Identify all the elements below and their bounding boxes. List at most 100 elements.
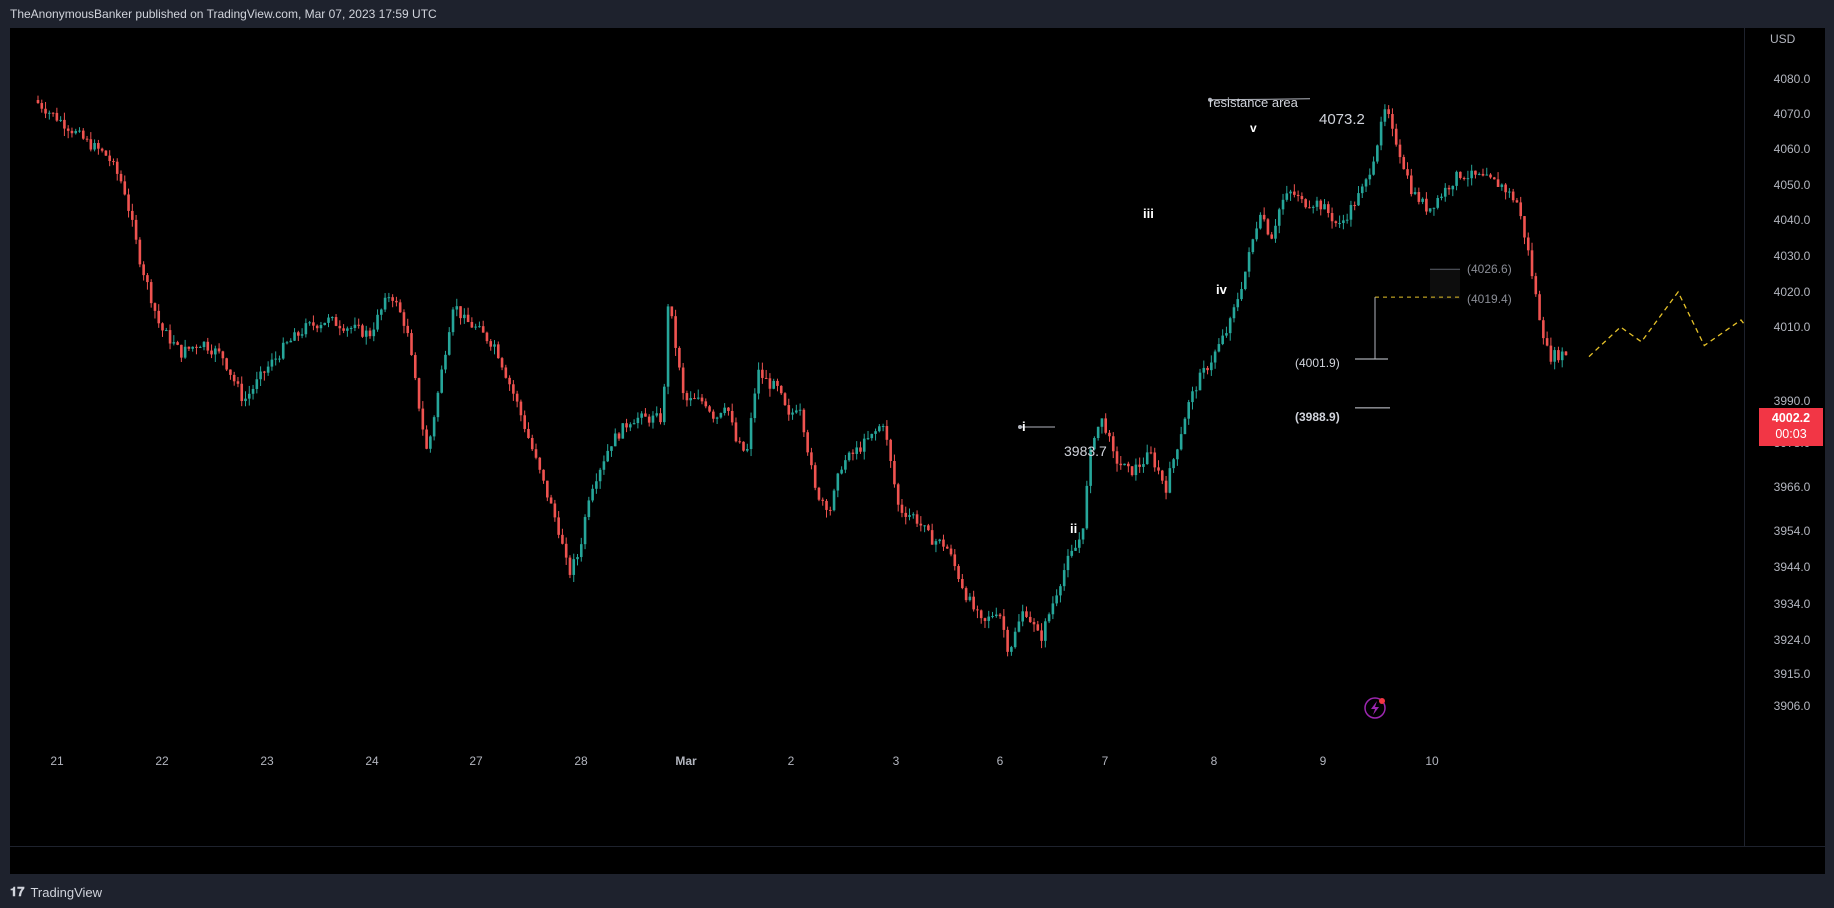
tradingview-logo-icon: 𝟏𝟕 (10, 885, 25, 900)
wave-iii-label: iii (1143, 206, 1154, 221)
candle-body (908, 515, 911, 517)
candle-body (1398, 144, 1402, 158)
time-axis-ticks[interactable]: 21 22 23 24 27 28 Mar 2 3 6 7 8 9 10 (50, 754, 1439, 768)
candle-body (55, 112, 59, 121)
candle-body (206, 341, 210, 351)
candle-body (40, 103, 44, 109)
candle-body (285, 342, 289, 344)
candle-body (270, 359, 274, 367)
candle-body (632, 423, 636, 425)
candle-body (1334, 221, 1338, 224)
candle-body (1044, 621, 1047, 641)
candle-body (221, 351, 225, 359)
candle-body (934, 541, 938, 545)
candle-body (753, 393, 757, 419)
resistance-value-label: 4073.2 (1319, 111, 1365, 128)
candle-body (1387, 109, 1390, 114)
candle-body (1443, 187, 1447, 197)
candle-body (1300, 196, 1304, 200)
time-tick-label: 10 (1425, 754, 1439, 768)
candle-body (466, 314, 470, 323)
candle-body (1123, 463, 1126, 466)
time-tick-label: 22 (155, 754, 169, 768)
candle-body (1526, 237, 1530, 251)
candle-body (1119, 463, 1123, 466)
candle-body (338, 325, 342, 329)
candle-body (806, 432, 809, 453)
candle-body (330, 317, 334, 319)
candle-body (972, 596, 975, 610)
candle-body (874, 431, 877, 434)
candle-body (613, 433, 617, 447)
candle-body (36, 100, 40, 104)
price-chart[interactable]: USD 4080.0 4070.0 4060.0 4050.0 4040.0 4030.0… (10, 28, 1825, 874)
candle-body (236, 381, 240, 384)
candle-body (406, 325, 410, 334)
chart-frame[interactable]: USD 4080.0 4070.0 4060.0 4050.0 4040.0 4030.0… (10, 28, 1825, 874)
candle-body (1266, 219, 1270, 235)
candle-body (142, 264, 145, 276)
candle-body (515, 393, 519, 402)
support-level-label: (3988.9) (1295, 410, 1340, 424)
candle-body (1523, 216, 1526, 238)
candle-body (810, 452, 813, 466)
candle-body (1436, 198, 1440, 208)
candle-body (508, 377, 511, 385)
candle-body (51, 112, 55, 114)
candle-body (915, 514, 919, 524)
candle-body (1277, 209, 1281, 226)
candle-body (1217, 344, 1221, 352)
candle-body (1104, 418, 1108, 433)
candle-body (1549, 345, 1553, 362)
price-tick-label: 4040.0 (1774, 213, 1811, 227)
candle-body (232, 374, 236, 382)
candle-body (1134, 464, 1138, 476)
price-axis-panel[interactable] (1745, 28, 1825, 874)
brand-name: TradingView (30, 885, 103, 900)
candle-body (904, 512, 908, 517)
candle-body (708, 406, 711, 412)
candle-body (976, 609, 979, 611)
candle-body (1538, 294, 1541, 321)
candle-body (398, 302, 402, 313)
lightning-icon[interactable] (1364, 697, 1386, 719)
candle-body (712, 411, 715, 419)
candle-body (983, 618, 987, 621)
candle-body (164, 330, 168, 332)
candle-body (1002, 616, 1006, 630)
candle-body (1225, 333, 1228, 336)
candle-body (866, 438, 870, 440)
candle-body (998, 614, 1002, 617)
time-tick-label: 2 (788, 754, 795, 768)
candle-body (1485, 174, 1489, 176)
candle-body (334, 317, 338, 326)
candle-body (138, 239, 142, 265)
price-tick-label: 4060.0 (1774, 142, 1811, 156)
candle-body (549, 497, 553, 504)
candle-body (191, 346, 194, 349)
candle-body (368, 330, 372, 337)
price-tick-label: 4010.0 (1774, 320, 1811, 334)
candle-body (1357, 193, 1360, 206)
candle-body (1062, 570, 1066, 587)
candle-body (1311, 206, 1315, 208)
candle-body (1293, 191, 1296, 195)
chart-background (10, 28, 1825, 874)
candle-body (78, 130, 81, 132)
candle-body (349, 327, 353, 329)
candle-body (131, 210, 134, 220)
candle-body (1296, 194, 1300, 197)
candle-body (1025, 611, 1028, 617)
candle-body (74, 130, 78, 134)
candle-body (104, 150, 108, 156)
time-tick-label: 27 (469, 754, 483, 768)
candle-body (787, 405, 791, 415)
tradingview-brand[interactable]: 𝟏𝟕 TradingView (10, 877, 102, 908)
candle-body (1138, 464, 1141, 467)
candle-body (387, 297, 391, 299)
candle-body (523, 415, 526, 429)
candle-body (1353, 205, 1357, 207)
candle-body (436, 392, 440, 418)
candle-body (432, 417, 436, 437)
candle-body (63, 119, 66, 129)
